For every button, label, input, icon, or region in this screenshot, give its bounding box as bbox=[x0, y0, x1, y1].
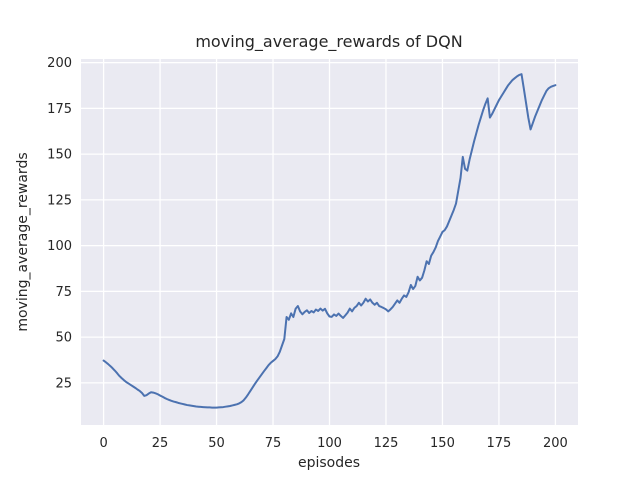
x-tick-label: 150 bbox=[430, 436, 455, 451]
y-tick-label: 50 bbox=[55, 331, 72, 346]
x-tick-label: 25 bbox=[152, 436, 169, 451]
x-tick-labels: 0 25 50 75 100 125 150 175 200 bbox=[99, 436, 567, 451]
y-tick-label: 150 bbox=[47, 148, 72, 163]
y-tick-label: 75 bbox=[55, 285, 72, 300]
y-tick-label: 25 bbox=[55, 376, 72, 391]
y-tick-label: 100 bbox=[47, 239, 72, 254]
x-axis-label: episodes bbox=[298, 455, 360, 471]
x-tick-label: 175 bbox=[487, 436, 512, 451]
x-tick-label: 75 bbox=[265, 436, 282, 451]
reward-line bbox=[102, 73, 557, 409]
x-tick-label: 100 bbox=[317, 436, 342, 451]
y-tick-labels: 25 50 75 100 125 150 175 200 bbox=[47, 56, 72, 391]
x-tick-label: 200 bbox=[543, 436, 568, 451]
x-tick-label: 50 bbox=[208, 436, 225, 451]
chart-title: moving_average_rewards of DQN bbox=[195, 32, 462, 52]
gridlines bbox=[81, 59, 578, 425]
y-tick-label: 175 bbox=[47, 102, 72, 117]
x-tick-label: 0 bbox=[99, 436, 107, 451]
y-tick-label: 125 bbox=[47, 193, 72, 208]
y-tick-label: 200 bbox=[47, 56, 72, 71]
y-axis-label: moving_average_rewards bbox=[15, 152, 31, 331]
x-tick-label: 125 bbox=[374, 436, 399, 451]
